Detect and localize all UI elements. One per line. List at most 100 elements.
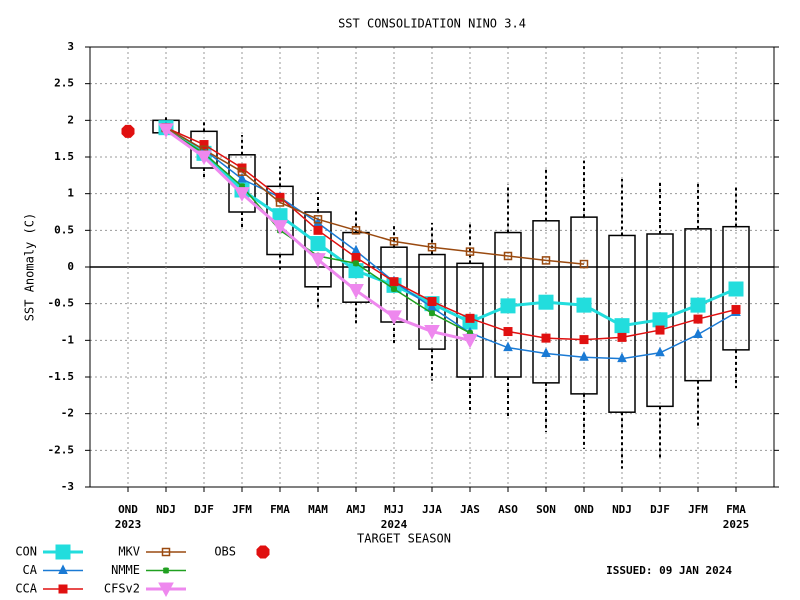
marker bbox=[693, 314, 703, 324]
marker bbox=[313, 225, 323, 235]
marker bbox=[690, 297, 706, 313]
x-tick-label: OND bbox=[118, 503, 138, 516]
x-tick-label: JFM bbox=[232, 503, 252, 516]
y-tick-label: 0 bbox=[67, 260, 74, 273]
x-tick-label: DJF bbox=[194, 503, 214, 516]
box bbox=[190, 130, 218, 169]
marker bbox=[503, 327, 513, 337]
box bbox=[228, 154, 256, 213]
x-tick-label: MJJ bbox=[384, 503, 404, 516]
marker bbox=[538, 294, 554, 310]
x-axis-label: TARGET SEASON bbox=[357, 532, 451, 546]
y-tick-label: 1 bbox=[67, 187, 74, 200]
series-line bbox=[165, 126, 737, 328]
y-tick-label: -1 bbox=[61, 333, 75, 346]
marker bbox=[389, 237, 399, 246]
marker bbox=[310, 253, 326, 268]
legend-label: OBS bbox=[214, 545, 236, 559]
marker bbox=[728, 281, 744, 297]
y-tick-label: 2 bbox=[67, 113, 74, 126]
legend-label: NMME bbox=[111, 563, 140, 577]
marker bbox=[428, 309, 436, 317]
marker bbox=[275, 192, 285, 202]
x-tick-label: DJF bbox=[650, 503, 670, 516]
marker bbox=[121, 124, 135, 138]
marker bbox=[196, 150, 212, 166]
marker bbox=[58, 564, 68, 574]
y-tick-label: -1.5 bbox=[48, 370, 75, 383]
marker bbox=[158, 123, 174, 138]
x-tick-label: NDJ bbox=[612, 503, 632, 516]
x-year-label: 2025 bbox=[723, 518, 750, 531]
marker bbox=[389, 277, 399, 287]
marker bbox=[351, 252, 361, 262]
marker bbox=[465, 247, 475, 256]
marker bbox=[352, 260, 360, 267]
x-year-label: 2023 bbox=[115, 518, 142, 531]
marker bbox=[238, 183, 246, 190]
marker bbox=[351, 244, 361, 255]
marker bbox=[541, 347, 551, 358]
marker bbox=[237, 167, 247, 176]
marker bbox=[348, 283, 364, 299]
marker bbox=[256, 545, 270, 559]
marker bbox=[162, 567, 170, 574]
x-tick-label: AMJ bbox=[346, 503, 366, 516]
marker bbox=[237, 172, 247, 183]
x-tick-label: SON bbox=[536, 503, 556, 516]
x-tick-label: FMA bbox=[270, 503, 290, 516]
legend-label: CON bbox=[15, 545, 37, 559]
marker bbox=[58, 584, 68, 594]
marker bbox=[731, 305, 741, 315]
series-line bbox=[165, 127, 737, 360]
marker bbox=[503, 341, 513, 352]
x-tick-label: ASO bbox=[498, 503, 518, 516]
x-tick-label: OND bbox=[574, 503, 594, 516]
y-axis-label: SST Anomaly (C) bbox=[23, 213, 37, 321]
marker bbox=[272, 220, 288, 235]
y-tick-label: -2 bbox=[61, 407, 74, 420]
marker bbox=[313, 215, 323, 224]
marker bbox=[576, 297, 592, 313]
box bbox=[646, 233, 674, 408]
x-tick-label: JFM bbox=[688, 503, 708, 516]
marker bbox=[693, 328, 703, 338]
y-tick-label: -2.5 bbox=[48, 443, 75, 456]
marker bbox=[465, 313, 475, 323]
y-tick-label: 0.5 bbox=[54, 223, 74, 236]
marker bbox=[655, 325, 665, 335]
x-tick-label: NDJ bbox=[156, 503, 176, 516]
legend-label: CCA bbox=[15, 582, 37, 596]
marker bbox=[351, 226, 361, 235]
series-line bbox=[165, 127, 585, 265]
y-tick-label: -0.5 bbox=[48, 297, 75, 310]
marker bbox=[386, 310, 402, 325]
marker bbox=[655, 346, 665, 357]
box bbox=[342, 231, 370, 303]
marker bbox=[541, 256, 551, 265]
box bbox=[684, 228, 712, 382]
legend-label: MKV bbox=[118, 545, 140, 559]
marker bbox=[234, 187, 250, 202]
box bbox=[456, 262, 484, 378]
x-year-label: 2024 bbox=[381, 518, 408, 531]
x-tick-label: FMA bbox=[726, 503, 746, 516]
marker bbox=[617, 332, 627, 342]
x-tick-label: JAS bbox=[460, 503, 480, 516]
legend-label: CA bbox=[23, 563, 38, 577]
chart-title: SST CONSOLIDATION NINO 3.4 bbox=[338, 17, 526, 31]
x-tick-label: MAM bbox=[308, 503, 328, 516]
marker bbox=[310, 236, 326, 252]
marker bbox=[158, 582, 174, 598]
marker bbox=[466, 329, 474, 337]
x-tick-label: JJA bbox=[422, 503, 442, 516]
marker bbox=[55, 544, 71, 560]
marker bbox=[275, 198, 285, 207]
y-tick-label: 2.5 bbox=[54, 77, 74, 90]
marker bbox=[614, 318, 630, 334]
marker bbox=[161, 547, 171, 557]
marker bbox=[427, 242, 437, 252]
y-tick-label: -3 bbox=[61, 480, 74, 493]
y-tick-label: 3 bbox=[67, 40, 74, 53]
